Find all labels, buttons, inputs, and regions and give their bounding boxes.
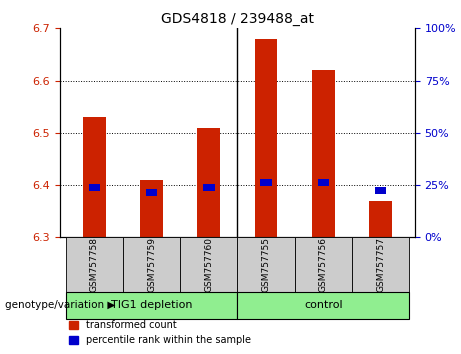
Text: GSM757755: GSM757755: [261, 237, 271, 292]
Text: control: control: [304, 300, 343, 310]
Text: GSM757760: GSM757760: [204, 237, 213, 292]
Bar: [83, 117, 106, 237]
Bar: [203, 184, 214, 191]
Text: GSM757758: GSM757758: [90, 237, 99, 292]
Bar: [89, 184, 100, 191]
Bar: [312, 70, 335, 237]
Bar: [146, 189, 157, 196]
Bar: [369, 201, 392, 237]
Bar: [197, 127, 220, 237]
Bar: [318, 179, 329, 186]
Bar: [140, 180, 163, 237]
Bar: [375, 187, 386, 194]
Text: GSM757759: GSM757759: [147, 237, 156, 292]
Bar: [260, 179, 272, 186]
Legend: transformed count, percentile rank within the sample: transformed count, percentile rank withi…: [65, 316, 255, 349]
Text: TIG1 depletion: TIG1 depletion: [111, 300, 192, 310]
Text: GSM757757: GSM757757: [376, 237, 385, 292]
Text: genotype/variation ▶: genotype/variation ▶: [5, 300, 115, 310]
Text: GSM757756: GSM757756: [319, 237, 328, 292]
Title: GDS4818 / 239488_at: GDS4818 / 239488_at: [161, 12, 314, 26]
Bar: [254, 39, 278, 237]
